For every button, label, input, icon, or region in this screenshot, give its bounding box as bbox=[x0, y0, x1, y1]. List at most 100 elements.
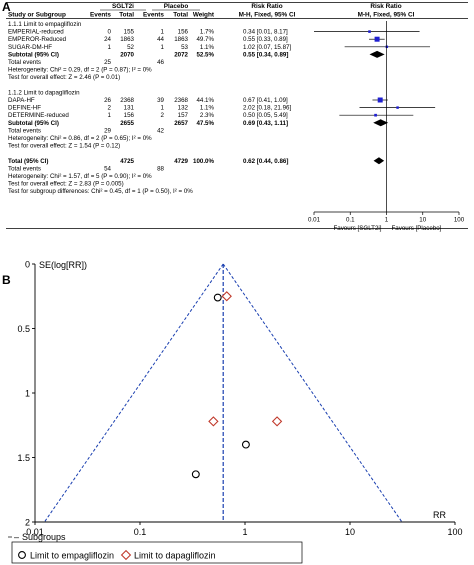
overall-diamond bbox=[373, 157, 385, 165]
total-events-control: 42 bbox=[157, 127, 164, 134]
subtotal-treatment-total: 2070 bbox=[120, 51, 134, 58]
study-rr-ci: 0.50 [0.05, 5.49] bbox=[243, 112, 288, 119]
plot-header: Risk Ratio bbox=[370, 3, 401, 10]
control-total-header: Total bbox=[173, 12, 188, 19]
overall-weight: 100.0% bbox=[193, 158, 214, 165]
funnel-y-tick-label: 0.5 bbox=[17, 324, 30, 334]
panel-label-a: A bbox=[2, 0, 11, 14]
study-rr-ci: 0.67 [0.41, 1.09] bbox=[243, 97, 288, 104]
dapagliflozin-point bbox=[221, 291, 232, 302]
treatment-total: 131 bbox=[124, 105, 135, 112]
funnel-y-axis-title: SE(log[RR]) bbox=[39, 260, 87, 270]
funnel-y-tick-label: 2 bbox=[25, 518, 30, 528]
forest-x-tick-label: 0.01 bbox=[308, 217, 321, 224]
subtotal-rr-ci: 0.55 [0.34, 0.89] bbox=[243, 51, 288, 58]
forest-x-tick-label: 1 bbox=[385, 217, 389, 224]
study-name: DETERMINE-reduced bbox=[8, 112, 69, 119]
overall-effect-text: Test for overall effect: Z = 2.83 (P = 0… bbox=[8, 181, 124, 188]
treatment-total: 155 bbox=[124, 29, 135, 36]
funnel-y-tick-label: 1 bbox=[25, 389, 30, 399]
rr-text-header: Risk Ratio bbox=[251, 3, 282, 10]
overall-rr-ci: 0.62 [0.44, 0.86] bbox=[243, 158, 288, 165]
legend-empagliflozin-label: Limit to empagliflozin bbox=[30, 551, 114, 561]
funnel-left-limit bbox=[44, 263, 224, 523]
funnel-x-tick-label: 1 bbox=[242, 527, 247, 537]
total-events-control: 46 bbox=[157, 59, 164, 66]
subgroup-title: 1.1.1 Limit to empagliflozin bbox=[8, 21, 82, 28]
study-rr-ci: 1.02 [0.07, 15.87] bbox=[243, 44, 291, 51]
study-name: SUGAR-DM-HF bbox=[8, 44, 52, 51]
empagliflozin-point bbox=[213, 293, 222, 302]
dapagliflozin-point bbox=[271, 416, 283, 427]
control-events: 1 bbox=[161, 29, 165, 36]
treatment-total: 52 bbox=[127, 44, 134, 51]
total-events-treatment: 29 bbox=[104, 127, 111, 134]
subtotal-control-total: 2072 bbox=[174, 51, 188, 58]
heterogeneity-text: Heterogeneity: Chi² = 0.86, df = 2 (P = … bbox=[8, 135, 152, 142]
funnel-plot-area: 0 0.5 1 1.5 20.01 0.1 1 10 100 SE(log[RR]) RR bbox=[17, 260, 462, 538]
study-marker-square bbox=[374, 36, 380, 42]
study-weight: 2.3% bbox=[200, 112, 215, 119]
empagliflozin-point bbox=[191, 470, 200, 479]
favours-right-label: Favours [Placebo] bbox=[392, 225, 442, 232]
heterogeneity-text: Heterogeneity: Chi² = 0.29, df = 2 (P = … bbox=[8, 67, 152, 74]
control-total: 1863 bbox=[174, 36, 188, 43]
control-events: 2 bbox=[161, 112, 165, 119]
funnel-y-tick-label: 1.5 bbox=[17, 453, 30, 463]
overall-events-label: Total events bbox=[8, 165, 41, 172]
treatment-total: 156 bbox=[124, 112, 135, 119]
control-events-header: Events bbox=[143, 12, 164, 19]
study-rr-ci: 0.55 [0.33, 0.89] bbox=[243, 36, 288, 43]
funnel-y-tick-label: 0 bbox=[25, 260, 30, 270]
study-name: DAPA-HF bbox=[8, 97, 35, 104]
overall-treatment-total: 4725 bbox=[120, 158, 134, 165]
panel-label-b: B bbox=[2, 273, 11, 287]
forest-plot: A SGLT2i Placebo Risk Ratio Risk Ratio Study… bbox=[2, 0, 468, 232]
study-column-header: Study or Subgroup bbox=[8, 12, 66, 19]
funnel-x-axis-title: RR bbox=[433, 510, 446, 520]
overall-control-total: 4729 bbox=[174, 158, 188, 165]
subtotal-treatment-total: 2655 bbox=[120, 120, 134, 127]
forest-table: SGLT2i Placebo Risk Ratio Risk Ratio Study o… bbox=[6, 2, 468, 229]
favours-left-label: Favours [SGLT2i] bbox=[333, 225, 381, 232]
subtotal-weight: 52.5% bbox=[196, 51, 214, 58]
control-events: 1 bbox=[161, 105, 165, 112]
study-name: DEFINE-HF bbox=[8, 105, 41, 112]
legend-box bbox=[11, 541, 303, 564]
study-weight: 1.1% bbox=[200, 105, 215, 112]
study-weight: 49.7% bbox=[196, 36, 214, 43]
overall-label: Total (95% CI) bbox=[8, 158, 48, 165]
control-events: 1 bbox=[161, 44, 165, 51]
legend-title: Subgroups bbox=[22, 532, 66, 542]
total-events-label: Total events bbox=[8, 127, 41, 134]
overall-events-control: 88 bbox=[157, 165, 164, 172]
study-marker-square bbox=[377, 97, 383, 103]
overall-effect-text: Test for overall effect: Z = 1.54 (P = 0… bbox=[8, 143, 120, 150]
funnel-right-limit bbox=[222, 263, 403, 523]
subtotal-diamond bbox=[369, 50, 385, 58]
control-total: 157 bbox=[178, 112, 189, 119]
subtotal-diamond bbox=[373, 119, 389, 127]
control-total: 53 bbox=[181, 44, 188, 51]
overall-effect-text: Test for overall effect: Z = 2.46 (P = 0… bbox=[8, 74, 120, 81]
forest-x-tick-label: 10 bbox=[419, 217, 426, 224]
legend-collapse-glyph: – bbox=[14, 532, 19, 542]
treatment-total: 1863 bbox=[120, 36, 134, 43]
overall-events-treatment: 54 bbox=[104, 165, 111, 172]
treatment-events: 26 bbox=[104, 97, 111, 104]
legend-diamond-marker bbox=[120, 549, 132, 561]
subtotal-label: Subtotal (95% CI) bbox=[8, 51, 59, 58]
weight-header: Weight bbox=[193, 12, 215, 19]
control-group-header: Placebo bbox=[164, 3, 189, 10]
treatment-events: 24 bbox=[104, 36, 111, 43]
forest-x-tick-label: 100 bbox=[454, 217, 465, 224]
study-weight: 1.7% bbox=[200, 29, 215, 36]
study-weight: 44.1% bbox=[196, 97, 214, 104]
total-events-label: Total events bbox=[8, 59, 41, 66]
treatment-events-header: Events bbox=[90, 12, 111, 19]
plot-subheader: M-H, Fixed, 95% CI bbox=[358, 12, 415, 19]
study-marker-square bbox=[374, 113, 377, 117]
subgroup-differences-text: Test for subgroup differences: Chi² = 0.… bbox=[8, 188, 193, 195]
study-weight: 1.1% bbox=[200, 44, 215, 51]
subtotal-control-total: 2657 bbox=[174, 120, 188, 127]
